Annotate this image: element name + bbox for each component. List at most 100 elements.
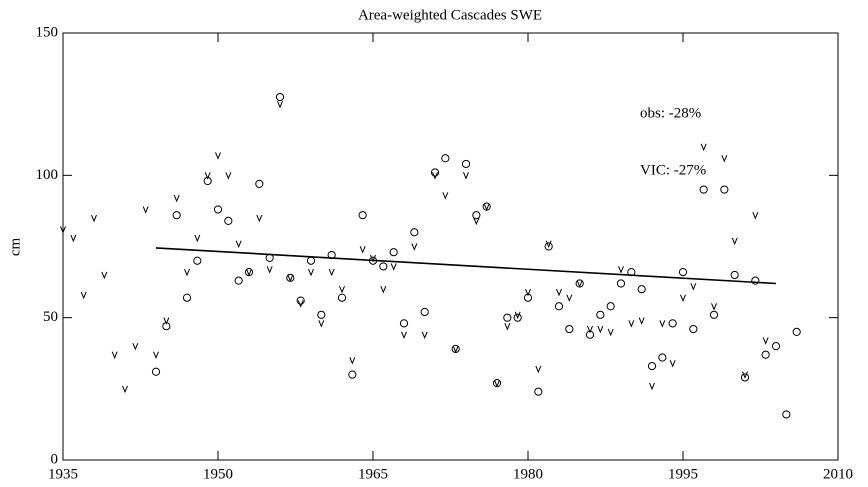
model-point xyxy=(742,371,748,379)
obs-point xyxy=(224,216,233,225)
model-point xyxy=(607,328,614,337)
model-point xyxy=(411,243,418,251)
obs-point xyxy=(740,373,750,382)
model-point xyxy=(762,337,769,345)
x-tick-label: 1950 xyxy=(203,466,233,482)
annotation: VIC: -27% xyxy=(640,162,706,178)
y-tick-label: 0 xyxy=(51,451,59,467)
y-tick-label: 50 xyxy=(43,309,58,325)
obs-point xyxy=(348,370,357,379)
obs-point xyxy=(751,276,760,285)
obs-point xyxy=(720,185,729,194)
model-point xyxy=(401,331,407,340)
model-point xyxy=(163,317,170,325)
chart-title: Area-weighted Cascades SWE xyxy=(358,7,542,23)
model-point xyxy=(194,234,201,243)
y-tick-label: 150 xyxy=(36,24,59,40)
model-point xyxy=(483,203,490,211)
obs-point xyxy=(410,228,419,237)
model-point xyxy=(731,237,738,246)
model-point xyxy=(514,311,521,320)
obs-point xyxy=(193,256,202,265)
model-point xyxy=(721,155,728,163)
model-point xyxy=(390,263,397,271)
model-point xyxy=(380,286,387,294)
model-point xyxy=(204,172,211,180)
obs-point xyxy=(668,319,677,328)
model-point xyxy=(359,246,366,254)
model-point xyxy=(328,268,335,277)
model-point xyxy=(711,303,717,311)
model-point xyxy=(256,214,263,223)
obs-point xyxy=(678,268,688,277)
model-point xyxy=(246,268,252,277)
obs-point xyxy=(358,211,367,220)
model-point xyxy=(638,317,645,325)
model-point xyxy=(91,214,97,223)
model-point xyxy=(463,172,469,180)
obs-point xyxy=(337,293,347,302)
x-tick-label: 1995 xyxy=(668,466,698,482)
model-point xyxy=(80,291,87,300)
obs-point xyxy=(637,285,646,294)
x-tick-label: 1935 xyxy=(48,466,78,482)
model-point xyxy=(235,240,242,248)
obs-point xyxy=(317,310,326,319)
model-point xyxy=(535,365,542,374)
model-point xyxy=(669,360,676,368)
y-tick-label: 100 xyxy=(36,167,59,183)
obs-point xyxy=(151,367,161,376)
model-point xyxy=(525,288,531,297)
model-point xyxy=(173,194,180,203)
obs-point xyxy=(565,324,574,334)
trend-line xyxy=(155,247,777,285)
model-point xyxy=(318,320,325,328)
obs-point xyxy=(275,92,285,102)
obs-point xyxy=(782,410,791,419)
x-tick-label: 1980 xyxy=(513,466,543,482)
model-point xyxy=(628,320,635,328)
model-point xyxy=(442,192,449,200)
model-point xyxy=(504,323,511,331)
model-point xyxy=(545,240,552,248)
model-point xyxy=(452,345,459,354)
obs-point xyxy=(689,324,698,334)
obs-point xyxy=(213,205,223,214)
model-point xyxy=(70,234,77,243)
obs-point xyxy=(534,387,543,396)
y-axis-label: cm xyxy=(7,238,23,257)
model-point xyxy=(122,385,128,394)
x-tick-label: 1965 xyxy=(358,466,388,482)
model-point xyxy=(566,294,573,303)
obs-point xyxy=(306,256,316,265)
plot-frame xyxy=(62,32,839,461)
obs-point xyxy=(389,248,398,257)
model-point xyxy=(111,351,118,359)
obs-point xyxy=(761,350,770,359)
obs-point xyxy=(399,319,409,328)
obs-point xyxy=(420,307,429,317)
model-point xyxy=(287,274,294,283)
obs-point xyxy=(596,310,605,319)
model-point xyxy=(618,266,624,274)
model-point xyxy=(680,294,686,303)
annotation: obs: -28% xyxy=(640,105,701,121)
model-point xyxy=(421,331,428,340)
model-point xyxy=(649,382,655,391)
model-point xyxy=(597,325,604,334)
model-point xyxy=(153,351,159,359)
model-point xyxy=(277,100,283,109)
model-point xyxy=(142,206,149,214)
model-point xyxy=(690,283,697,291)
x-tick-label: 2010 xyxy=(823,466,853,482)
obs-point xyxy=(430,168,440,177)
model-point xyxy=(101,271,108,280)
obs-point xyxy=(616,279,626,288)
model-point xyxy=(184,268,190,277)
obs-point xyxy=(792,327,801,336)
model-point xyxy=(308,268,314,277)
obs-point xyxy=(606,302,615,311)
model-point xyxy=(700,143,707,152)
model-point xyxy=(473,217,480,226)
